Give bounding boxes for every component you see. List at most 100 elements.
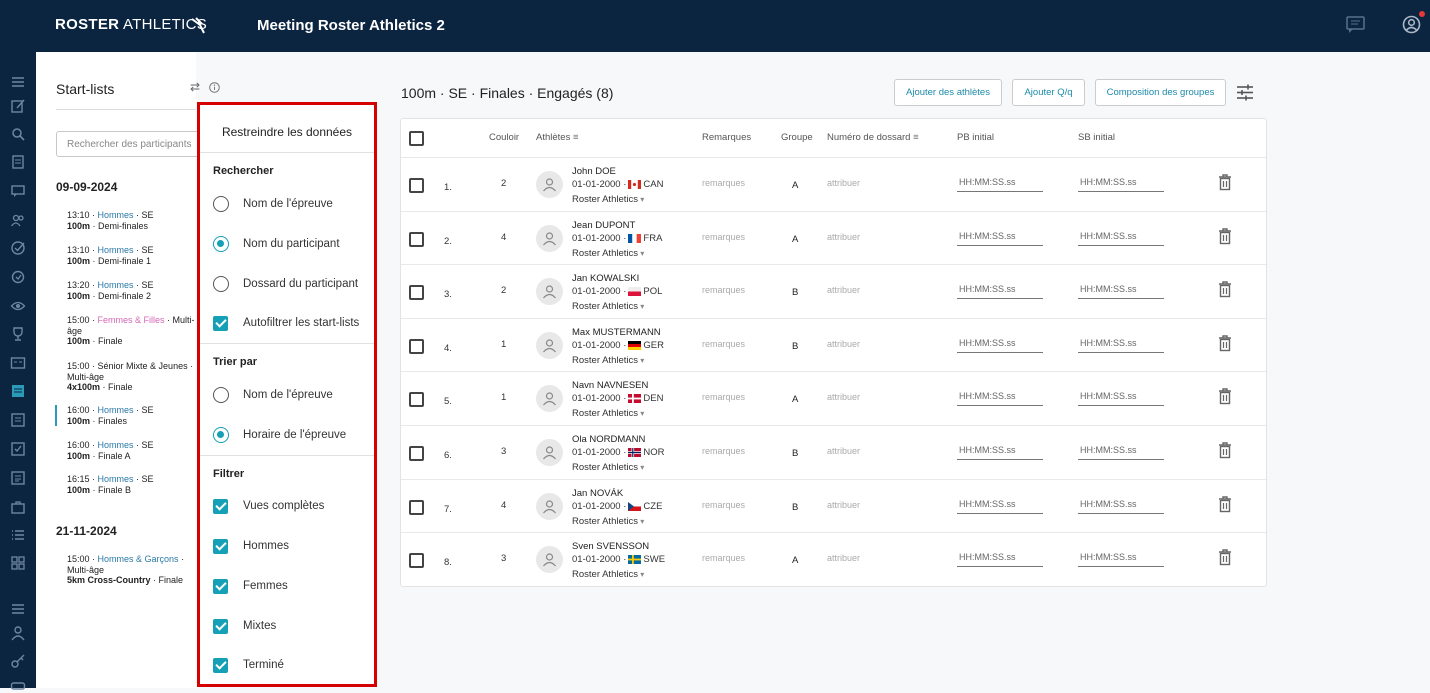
event-item[interactable]: 15:00 · Femmes & Filles · Multi-âge 100m … bbox=[67, 315, 195, 347]
club-dropdown[interactable]: Roster Athletics bbox=[572, 355, 644, 366]
event-item[interactable]: 16:00 · Hommes · SE 100m · Finale A bbox=[67, 440, 195, 461]
trophy-icon[interactable] bbox=[10, 326, 26, 342]
row-checkbox[interactable] bbox=[409, 232, 424, 247]
row-checkbox[interactable] bbox=[409, 553, 424, 568]
search-option[interactable]: Dossard du participant bbox=[213, 274, 358, 294]
group-value[interactable]: A bbox=[792, 234, 799, 245]
bib-field[interactable]: attribuer bbox=[827, 392, 861, 402]
club-dropdown[interactable]: Roster Athletics bbox=[572, 516, 644, 527]
group-value[interactable]: B bbox=[792, 341, 799, 352]
lane-value[interactable]: 3 bbox=[501, 446, 507, 457]
pb-input[interactable]: HH:MM:SS.ss bbox=[957, 177, 1043, 192]
checkbox[interactable] bbox=[213, 618, 228, 634]
club-dropdown[interactable]: Roster Athletics bbox=[572, 462, 644, 473]
remarks-field[interactable]: remarques bbox=[702, 392, 746, 402]
lane-value[interactable]: 2 bbox=[501, 285, 507, 296]
checkbox[interactable] bbox=[213, 538, 228, 554]
radio-button[interactable] bbox=[213, 196, 229, 212]
group-value[interactable]: B bbox=[792, 448, 799, 459]
sb-input[interactable]: HH:MM:SS.ss bbox=[1078, 177, 1164, 192]
remarks-field[interactable]: remarques bbox=[702, 553, 746, 563]
group-composition-button[interactable]: Composition des groupes bbox=[1095, 79, 1226, 106]
col-bib[interactable]: Numéro de dossard ≡ bbox=[827, 132, 919, 143]
sort-option[interactable]: Horaire de l'épreuve bbox=[213, 425, 346, 445]
group-value[interactable]: A bbox=[792, 180, 799, 191]
athlete-name[interactable]: Jan NOVÁK bbox=[572, 488, 624, 499]
filter-option[interactable]: Vues complètes bbox=[213, 496, 324, 516]
col-group[interactable]: Groupe bbox=[781, 132, 813, 143]
row-checkbox[interactable] bbox=[409, 178, 424, 193]
event-item[interactable]: 13:10 · Hommes · SE 100m · Demi-finales bbox=[67, 210, 195, 231]
add-athletes-button[interactable]: Ajouter des athlètes bbox=[894, 79, 1002, 106]
pb-input[interactable]: HH:MM:SS.ss bbox=[957, 552, 1043, 567]
search-option[interactable]: Nom du participant bbox=[213, 234, 340, 254]
delete-icon[interactable] bbox=[1218, 281, 1232, 298]
bib-field[interactable]: attribuer bbox=[827, 232, 861, 242]
delete-icon[interactable] bbox=[1218, 442, 1232, 459]
pb-input[interactable]: HH:MM:SS.ss bbox=[957, 445, 1043, 460]
group-value[interactable]: A bbox=[792, 394, 799, 405]
lane-value[interactable]: 2 bbox=[501, 178, 507, 189]
group-value[interactable]: B bbox=[792, 502, 799, 513]
menu-icon[interactable] bbox=[10, 74, 26, 90]
row-checkbox[interactable] bbox=[409, 446, 424, 461]
athlete-name[interactable]: John DOE bbox=[572, 166, 616, 177]
bib-field[interactable]: attribuer bbox=[827, 339, 861, 349]
delete-icon[interactable] bbox=[1218, 388, 1232, 405]
sb-input[interactable]: HH:MM:SS.ss bbox=[1078, 338, 1164, 353]
athlete-name[interactable]: Ola NORDMANN bbox=[572, 434, 646, 445]
sb-input[interactable]: HH:MM:SS.ss bbox=[1078, 231, 1164, 246]
sb-input[interactable]: HH:MM:SS.ss bbox=[1078, 284, 1164, 299]
chat-icon[interactable] bbox=[1346, 16, 1365, 34]
search-option[interactable]: Nom de l'épreuve bbox=[213, 194, 333, 214]
list-icon[interactable] bbox=[10, 412, 26, 428]
filter-option[interactable]: Terminé bbox=[213, 655, 284, 675]
row-checkbox[interactable] bbox=[409, 285, 424, 300]
radio-button[interactable] bbox=[213, 427, 229, 443]
club-dropdown[interactable]: Roster Athletics bbox=[572, 194, 644, 205]
add-qq-button[interactable]: Ajouter Q/q bbox=[1012, 79, 1085, 106]
remarks-field[interactable]: remarques bbox=[702, 500, 746, 510]
bib-field[interactable]: attribuer bbox=[827, 500, 861, 510]
delete-icon[interactable] bbox=[1218, 549, 1232, 566]
remarks-field[interactable]: remarques bbox=[702, 446, 746, 456]
checklist-icon[interactable] bbox=[10, 441, 26, 457]
club-dropdown[interactable]: Roster Athletics bbox=[572, 569, 644, 580]
radio-button[interactable] bbox=[213, 387, 229, 403]
delete-icon[interactable] bbox=[1218, 335, 1232, 352]
tune-icon[interactable] bbox=[1236, 84, 1254, 101]
bib-field[interactable]: attribuer bbox=[827, 446, 861, 456]
row-checkbox[interactable] bbox=[409, 500, 424, 515]
person-icon[interactable] bbox=[10, 625, 26, 641]
pb-input[interactable]: HH:MM:SS.ss bbox=[957, 391, 1043, 406]
athlete-name[interactable]: Jan KOWALSKI bbox=[572, 273, 640, 284]
delete-icon[interactable] bbox=[1218, 228, 1232, 245]
people-icon[interactable] bbox=[10, 212, 26, 228]
participant-search-input[interactable]: Rechercher des participants bbox=[56, 131, 216, 157]
check-circle-icon[interactable] bbox=[10, 240, 26, 256]
remarks-field[interactable]: remarques bbox=[702, 232, 746, 242]
lane-value[interactable]: 3 bbox=[501, 553, 507, 564]
grid-icon[interactable] bbox=[10, 555, 26, 571]
filter-option[interactable]: Femmes bbox=[213, 576, 288, 596]
pb-input[interactable]: HH:MM:SS.ss bbox=[957, 231, 1043, 246]
swap-icon[interactable]: ⇄ bbox=[190, 80, 201, 94]
event-item[interactable]: 13:10 · Hommes · SE 100m · Demi-finale 1 bbox=[67, 245, 195, 266]
remarks-field[interactable]: remarques bbox=[702, 285, 746, 295]
sb-input[interactable]: HH:MM:SS.ss bbox=[1078, 445, 1164, 460]
edit-icon[interactable] bbox=[10, 98, 26, 114]
car-icon[interactable] bbox=[10, 677, 26, 693]
event-item[interactable]: 13:20 · Hommes · SE 100m · Demi-finale 2 bbox=[67, 280, 195, 301]
sb-input[interactable]: HH:MM:SS.ss bbox=[1078, 552, 1164, 567]
club-dropdown[interactable]: Roster Athletics bbox=[572, 408, 644, 419]
briefcase-icon[interactable] bbox=[10, 499, 26, 515]
filter-sort-icon[interactable]: ≡ bbox=[913, 132, 919, 143]
club-dropdown[interactable]: Roster Athletics bbox=[572, 248, 644, 259]
athlete-name[interactable]: Sven SVENSSON bbox=[572, 541, 650, 552]
delete-icon[interactable] bbox=[1218, 496, 1232, 513]
sb-input[interactable]: HH:MM:SS.ss bbox=[1078, 391, 1164, 406]
athlete-name[interactable]: Navn NAVNESEN bbox=[572, 380, 649, 391]
radio-button[interactable] bbox=[213, 236, 229, 252]
sort-option[interactable]: Nom de l'épreuve bbox=[213, 385, 333, 405]
timer-icon[interactable] bbox=[10, 268, 26, 284]
